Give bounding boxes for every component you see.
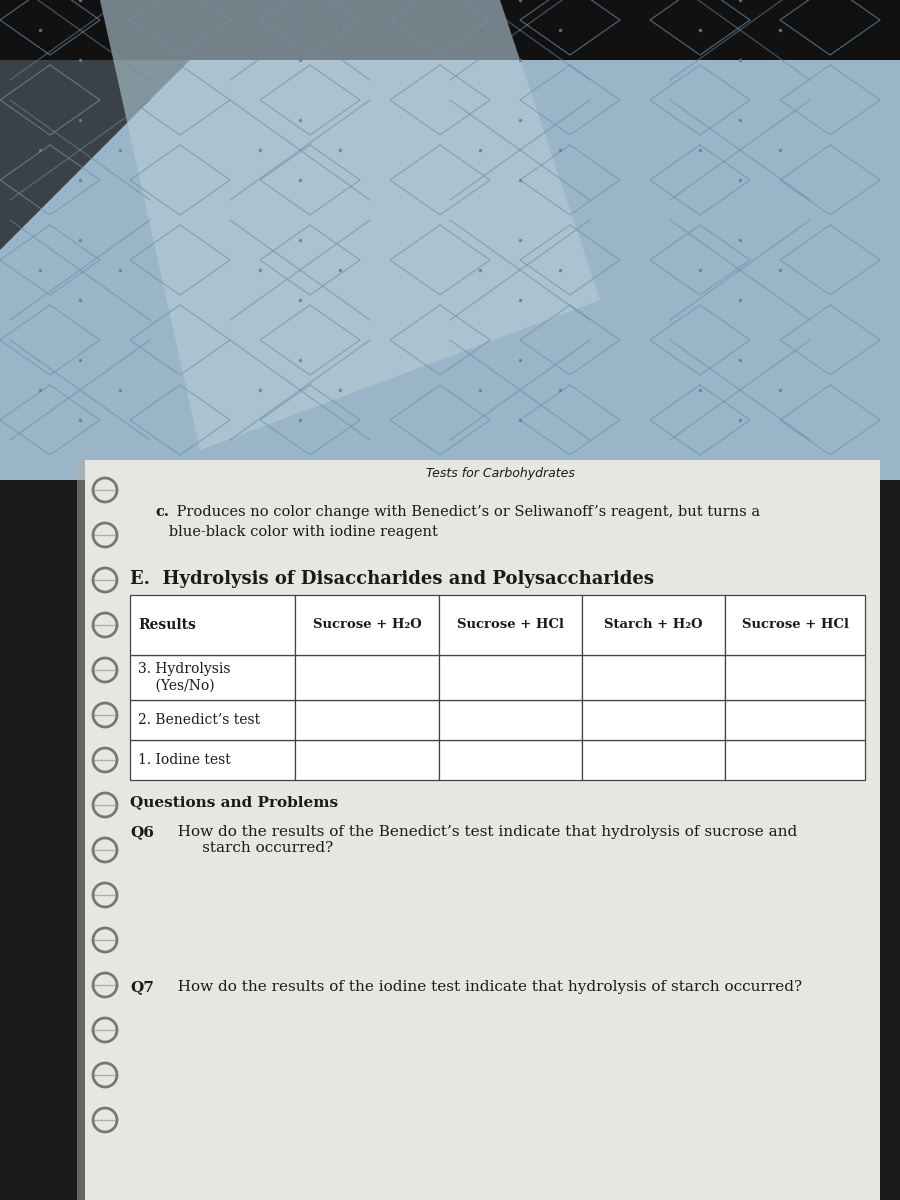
- Text: blue-black color with iodine reagent: blue-black color with iodine reagent: [155, 526, 438, 539]
- Bar: [582, 700, 725, 740]
- Text: 1. Iodine test: 1. Iodine test: [138, 754, 230, 767]
- Text: E.  Hydrolysis of Disaccharides and Polysaccharides: E. Hydrolysis of Disaccharides and Polys…: [130, 570, 654, 588]
- Bar: [582, 595, 725, 655]
- Bar: [295, 595, 438, 655]
- Text: 3. Hydrolysis
    (Yes/No): 3. Hydrolysis (Yes/No): [138, 662, 230, 692]
- Bar: [0, 0, 900, 480]
- Bar: [295, 740, 438, 780]
- Bar: [130, 655, 295, 700]
- Text: Questions and Problems: Questions and Problems: [130, 794, 338, 809]
- Bar: [85, 460, 880, 1200]
- Text: How do the results of the Benedict’s test indicate that hydrolysis of sucrose an: How do the results of the Benedict’s tes…: [168, 826, 797, 856]
- Bar: [130, 700, 295, 740]
- Text: Sucrose + H₂O: Sucrose + H₂O: [312, 618, 421, 631]
- Text: Q7: Q7: [130, 980, 154, 994]
- Bar: [438, 700, 582, 740]
- Bar: [295, 655, 438, 700]
- Polygon shape: [100, 0, 600, 450]
- Text: Q6: Q6: [130, 826, 154, 839]
- Bar: [725, 700, 865, 740]
- Bar: [582, 740, 725, 780]
- Text: Produces no color change with Benedict’s or Seliwanoff’s reagent, but turns a: Produces no color change with Benedict’s…: [172, 505, 760, 518]
- Bar: [0, 0, 900, 60]
- Text: Sucrose + HCl: Sucrose + HCl: [457, 618, 564, 631]
- Text: 2. Benedict’s test: 2. Benedict’s test: [138, 713, 260, 727]
- Text: Sucrose + HCl: Sucrose + HCl: [742, 618, 849, 631]
- Bar: [438, 655, 582, 700]
- Bar: [725, 655, 865, 700]
- Bar: [77, 460, 89, 1200]
- Text: Results: Results: [138, 618, 196, 632]
- Bar: [725, 740, 865, 780]
- Bar: [438, 740, 582, 780]
- Text: c.: c.: [155, 505, 169, 518]
- Text: Starch + H₂O: Starch + H₂O: [605, 618, 703, 631]
- Bar: [130, 740, 295, 780]
- Bar: [725, 595, 865, 655]
- Text: Tests for Carbohydrates: Tests for Carbohydrates: [426, 467, 574, 480]
- Text: How do the results of the iodine test indicate that hydrolysis of starch occurre: How do the results of the iodine test in…: [168, 980, 802, 994]
- Bar: [582, 655, 725, 700]
- Bar: [130, 595, 295, 655]
- Polygon shape: [0, 0, 250, 250]
- Bar: [295, 700, 438, 740]
- Bar: [438, 595, 582, 655]
